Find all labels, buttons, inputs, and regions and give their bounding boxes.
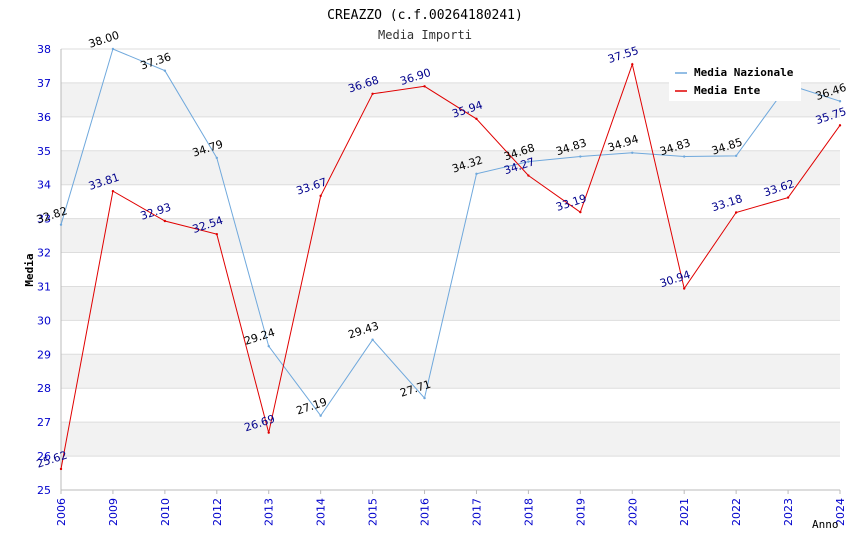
background-bands [61, 82, 840, 457]
data-point-1-2014 [319, 194, 322, 198]
data-point-1-2016 [423, 85, 426, 88]
data-point-0-2016 [423, 396, 426, 400]
x-tick-label-2023: 2023 [782, 498, 795, 526]
x-tick-label-2006: 2006 [55, 498, 68, 526]
data-point-1-2020 [631, 63, 634, 66]
data-point-1-2015 [371, 92, 374, 95]
data-label-0-2013: 29.24 [243, 326, 277, 348]
x-tick-labels: 2006 2009 2010 2012 2013 2014 2015 2016 2017 2018… [55, 490, 847, 526]
chart-title: CREAZZO (c.f.00264180241) [327, 8, 523, 23]
y-tick-label-27: 27 [37, 416, 51, 429]
data-point-1-2019 [579, 210, 582, 214]
data-label-1-2019: 33.19 [554, 192, 588, 214]
y-tick-label-38: 38 [37, 43, 51, 56]
x-tick-label-2024: 2024 [834, 498, 847, 526]
data-label-0-2015: 29.43 [347, 319, 381, 341]
data-point-0-2014 [319, 414, 322, 417]
data-point-1-2006 [59, 467, 63, 471]
band-32 [61, 218, 840, 253]
x-axis-label: Anno [812, 518, 839, 531]
chart-subtitle: Media Importi [378, 28, 472, 42]
x-tick-label-2012: 2012 [211, 498, 224, 526]
x-tick-label-2009: 2009 [107, 498, 120, 526]
data-point-1-2018 [527, 174, 530, 177]
series-line-0 [60, 48, 841, 417]
y-tick-label-26: 26 [37, 450, 51, 463]
legend-box [669, 59, 801, 101]
x-tick-label-2022: 2022 [730, 498, 743, 526]
x-tick-label-2020: 2020 [626, 498, 639, 526]
y-tick-label-30: 30 [37, 314, 51, 327]
band-26 [61, 422, 840, 457]
data-point-0-2019 [579, 155, 582, 158]
y-tick-label-37: 37 [37, 77, 51, 90]
axes [60, 49, 840, 491]
data-point-0-2017 [475, 172, 478, 176]
data-label-1-2020: 37.55 [606, 44, 640, 66]
y-tick-label-29: 29 [37, 348, 51, 361]
data-point-0-2012 [215, 156, 218, 160]
series-line-1 [60, 62, 841, 470]
legend-label-media-ente: Media Ente [694, 84, 761, 97]
legend-label-media-nazionale: Media Nazionale [694, 66, 794, 79]
data-point-0-2009 [111, 47, 115, 51]
y-axis-label: Media [23, 253, 36, 286]
data-point-1-2012 [215, 233, 218, 236]
y-tick-label-25: 25 [37, 484, 51, 497]
x-tick-label-2010: 2010 [159, 498, 172, 526]
y-tick-label-36: 36 [37, 111, 51, 124]
band-28 [61, 354, 840, 389]
x-tick-label-2017: 2017 [470, 498, 483, 526]
data-point-0-2018 [527, 160, 530, 163]
x-tick-label-2015: 2015 [367, 498, 380, 526]
y-tick-label-28: 28 [37, 382, 51, 395]
data-label-1-2022: 33.18 [710, 192, 744, 214]
data-point-1-2023 [786, 196, 790, 199]
y-tick-label-31: 31 [37, 280, 51, 293]
legend: Media Nazionale Media Ente [669, 59, 801, 101]
data-point-0-2013 [267, 344, 270, 348]
data-point-0-2021 [683, 155, 686, 158]
y-tick-label-35: 35 [37, 145, 51, 158]
data-point-0-2024 [838, 100, 842, 103]
y-tick-label-32: 32 [37, 247, 51, 260]
x-tick-label-2021: 2021 [678, 498, 691, 526]
data-point-1-2013 [267, 431, 270, 434]
data-point-1-2009 [111, 189, 115, 193]
data-point-0-2020 [631, 151, 634, 155]
x-tick-label-2019: 2019 [574, 498, 587, 526]
y-tick-label-34: 34 [37, 179, 51, 192]
data-point-0-2010 [163, 69, 167, 72]
data-label-0-2009: 38.00 [87, 29, 121, 51]
data-point-1-2024 [838, 124, 842, 127]
data-label-0-2010: 37.36 [139, 50, 173, 72]
series-lines [59, 47, 842, 471]
data-point-1-2017 [475, 117, 478, 121]
data-label-0-2014: 27.19 [295, 395, 329, 417]
x-tick-label-2016: 2016 [419, 498, 432, 526]
data-point-0-2015 [371, 338, 374, 341]
data-point-1-2021 [683, 287, 686, 290]
data-point-0-2006 [59, 223, 63, 226]
data-point-1-2010 [163, 219, 167, 223]
x-tick-label-2018: 2018 [522, 498, 535, 526]
x-tick-label-2013: 2013 [263, 498, 276, 526]
band-30 [61, 286, 840, 321]
x-tick-label-2014: 2014 [315, 498, 328, 526]
y-tick-label-33: 33 [37, 213, 51, 226]
data-point-1-2022 [734, 211, 738, 214]
data-point-0-2022 [734, 154, 738, 158]
y-tick-labels: 25 26 27 28 29 30 31 32 33 34 35 36 37 38 [37, 43, 51, 497]
